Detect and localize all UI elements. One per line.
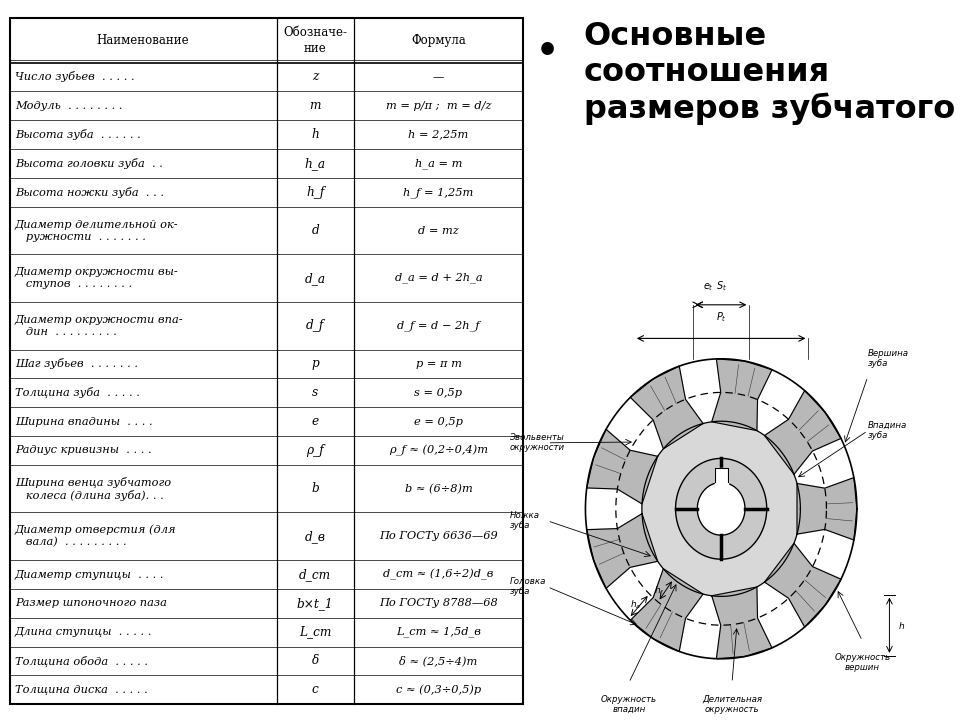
Text: Толщина обода  . . . . .: Толщина обода . . . . . <box>14 655 148 667</box>
Text: h_f = 1,25m: h_f = 1,25m <box>403 187 473 198</box>
Text: Диаметр отверстия (для
   вала)  . . . . . . . . .: Диаметр отверстия (для вала) . . . . . .… <box>14 525 177 548</box>
Text: Ширина впадины  . . . .: Ширина впадины . . . . <box>14 417 153 426</box>
Text: h: h <box>311 128 319 141</box>
Polygon shape <box>676 459 767 559</box>
Text: Диаметр окружности впа-
   дин  . . . . . . . . .: Диаметр окружности впа- дин . . . . . . … <box>14 315 183 337</box>
Text: Число зубьев  . . . . .: Число зубьев . . . . . <box>14 71 134 83</box>
Text: b: b <box>311 482 319 495</box>
Text: δ ≈ (2,5÷4)m: δ ≈ (2,5÷4)m <box>399 656 477 666</box>
Text: Шаг зубьев  . . . . . . .: Шаг зубьев . . . . . . . <box>14 359 137 369</box>
Text: d_a = d + 2h_a: d_a = d + 2h_a <box>395 273 482 284</box>
Text: Высота головки зуба  . .: Высота головки зуба . . <box>14 158 162 169</box>
Polygon shape <box>711 587 772 659</box>
Polygon shape <box>697 482 745 535</box>
Text: $e_t$: $e_t$ <box>703 281 714 293</box>
Text: d_f: d_f <box>306 319 324 332</box>
Text: $h_f$: $h_f$ <box>654 584 665 597</box>
Polygon shape <box>587 513 658 588</box>
Polygon shape <box>711 359 772 431</box>
Text: e: e <box>312 415 319 428</box>
Polygon shape <box>676 459 767 559</box>
Text: b ≈ (6÷8)m: b ≈ (6÷8)m <box>404 484 472 494</box>
Text: $P_t$: $P_t$ <box>716 310 727 324</box>
Text: s = 0,5p: s = 0,5p <box>415 388 463 397</box>
Text: Диаметр ступицы  . . . .: Диаметр ступицы . . . . <box>14 570 164 580</box>
Text: h_a: h_a <box>304 157 325 170</box>
Polygon shape <box>714 468 728 484</box>
Text: d: d <box>311 224 319 237</box>
Text: b×t_1: b×t_1 <box>297 597 333 610</box>
Text: d_в: d_в <box>304 530 325 543</box>
Text: Толщина зуба  . . . . .: Толщина зуба . . . . . <box>14 387 139 398</box>
Polygon shape <box>797 477 857 540</box>
Text: d_f = d − 2h_f: d_f = d − 2h_f <box>397 320 480 331</box>
Text: Впадина
зуба: Впадина зуба <box>868 421 907 441</box>
Text: По ГОСТу 8788—68: По ГОСТу 8788—68 <box>379 598 498 608</box>
Text: p = π m: p = π m <box>416 359 462 369</box>
Text: δ: δ <box>312 654 319 667</box>
Text: d = mz: d = mz <box>419 225 459 235</box>
Polygon shape <box>631 569 703 652</box>
Text: Эвольвенты
окружности: Эвольвенты окружности <box>510 433 564 452</box>
Text: d_ст ≈ (1,6÷2)d_в: d_ст ≈ (1,6÷2)d_в <box>383 569 493 580</box>
Text: h_f: h_f <box>306 186 324 199</box>
Text: Наименование: Наименование <box>97 34 189 47</box>
Text: •: • <box>537 35 560 69</box>
Text: Ножка
зуба: Ножка зуба <box>510 511 540 531</box>
Text: $S_t$: $S_t$ <box>715 279 727 293</box>
Text: h_a = m: h_a = m <box>415 158 462 169</box>
Polygon shape <box>642 421 801 596</box>
Text: Толщина диска  . . . . .: Толщина диска . . . . . <box>14 685 148 695</box>
Text: c ≈ (0,3÷0,5)p: c ≈ (0,3÷0,5)p <box>396 685 481 695</box>
Text: Высота зуба  . . . . . .: Высота зуба . . . . . . <box>14 129 140 140</box>
Text: Обозначе-
ние: Обозначе- ние <box>283 26 348 55</box>
Text: Ширина венца зубчатого
   колеса (длина зуба). . .: Ширина венца зубчатого колеса (длина зуб… <box>14 477 171 501</box>
Text: Длина ступицы  . . . . .: Длина ступицы . . . . . <box>14 627 152 637</box>
Text: L_ст ≈ 1,5d_в: L_ст ≈ 1,5d_в <box>396 627 481 637</box>
Text: d_a: d_a <box>304 271 325 284</box>
Text: —: — <box>433 72 444 82</box>
Text: Окружность
впадин: Окружность впадин <box>601 695 657 714</box>
Text: d_ст: d_ст <box>300 568 331 581</box>
Text: Головка
зуба: Головка зуба <box>510 577 546 596</box>
Text: Основные
соотношения
размеров зубчатого: Основные соотношения размеров зубчатого <box>584 22 955 125</box>
Text: Диаметр окружности вы-
   ступов  . . . . . . . .: Диаметр окружности вы- ступов . . . . . … <box>14 267 179 289</box>
Text: Радиус кривизны  . . . .: Радиус кривизны . . . . <box>14 446 152 456</box>
Text: Делительная
окружность: Делительная окружность <box>702 695 762 714</box>
Text: c: c <box>312 683 319 696</box>
Polygon shape <box>631 366 703 449</box>
Text: По ГОСТу 6636—69: По ГОСТу 6636—69 <box>379 531 498 541</box>
Text: h = 2,25m: h = 2,25m <box>408 130 468 140</box>
Text: $h$: $h$ <box>899 620 905 631</box>
Polygon shape <box>764 390 841 474</box>
Text: Модуль  . . . . . . . .: Модуль . . . . . . . . <box>14 101 122 111</box>
Text: m = p/π ;  m = d/z: m = p/π ; m = d/z <box>386 101 492 111</box>
Text: Диаметр делительной ок-
   ружности  . . . . . . .: Диаметр делительной ок- ружности . . . .… <box>14 220 179 241</box>
Polygon shape <box>764 544 841 627</box>
Text: Формула: Формула <box>411 34 466 47</box>
Polygon shape <box>587 429 658 504</box>
Text: Вершина
зуба: Вершина зуба <box>868 349 909 369</box>
Text: Размер шпоночного паза: Размер шпоночного паза <box>14 598 167 608</box>
Text: s: s <box>312 386 319 400</box>
Text: $h_a$: $h_a$ <box>630 598 641 611</box>
Text: z: z <box>312 71 319 84</box>
Text: p: p <box>311 357 319 370</box>
Text: Окружность
вершин: Окружность вершин <box>834 653 890 672</box>
Text: Высота ножки зуба  . . .: Высота ножки зуба . . . <box>14 186 164 198</box>
Text: ρ_f ≈ (0,2÷0,4)m: ρ_f ≈ (0,2÷0,4)m <box>389 445 488 456</box>
Text: L_ст: L_ст <box>299 626 331 639</box>
Text: ρ_f: ρ_f <box>306 444 324 457</box>
Text: m: m <box>309 99 321 112</box>
Text: e = 0,5p: e = 0,5p <box>414 417 463 426</box>
